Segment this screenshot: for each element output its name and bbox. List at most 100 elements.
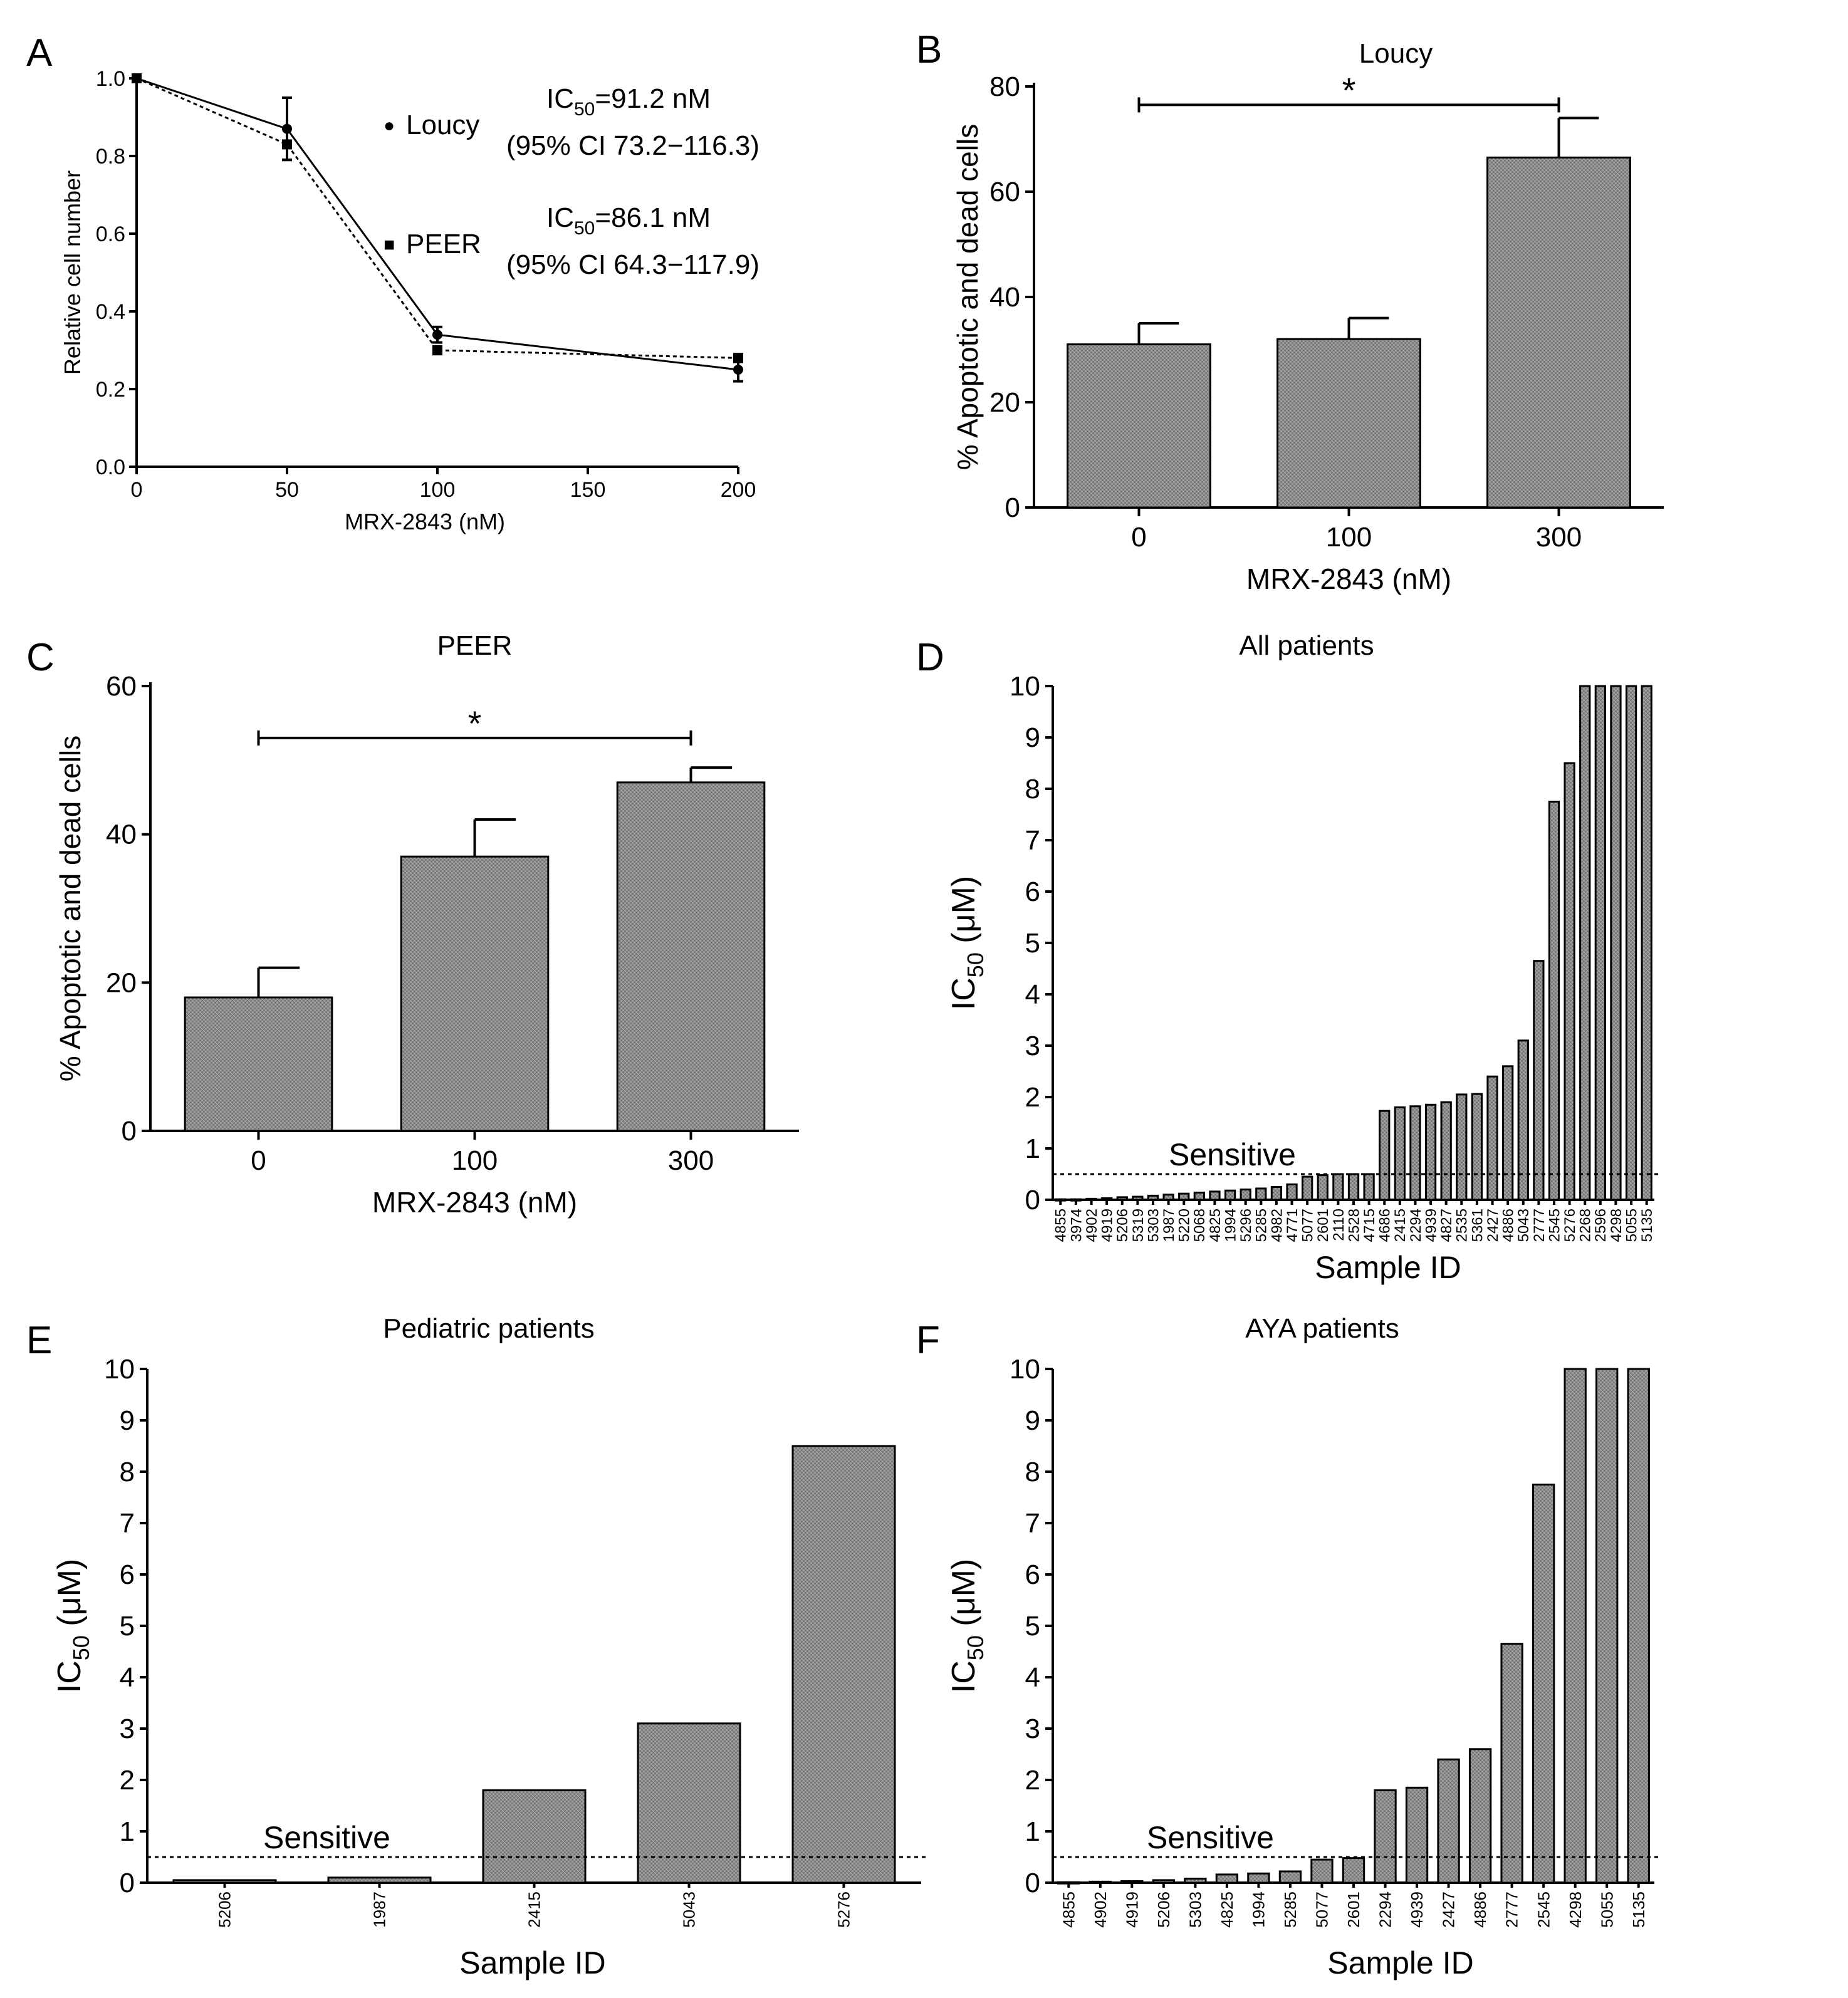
bar-5303 xyxy=(1147,1194,1159,1201)
y-tick-label: 20 xyxy=(106,967,137,998)
x-tick-label: 2427 xyxy=(1439,1891,1458,1928)
bar-2545 xyxy=(1548,801,1560,1201)
y-tick-label: 8 xyxy=(1025,1457,1040,1487)
y-axis-label: Relative cell number xyxy=(60,170,85,375)
bar-2415 xyxy=(1394,1106,1406,1201)
bar-4715 xyxy=(1363,1173,1375,1201)
x-tick-label: 2110 xyxy=(1330,1209,1347,1241)
bar-2415 xyxy=(482,1789,587,1884)
y-tick-label: 1.0 xyxy=(96,67,125,91)
x-tick-label: 5077 xyxy=(1300,1209,1317,1242)
bar-4939 xyxy=(1405,1786,1429,1884)
ic50-annotation: IC50=91.2 nM xyxy=(546,83,711,120)
panel-a-line-chart: A 0.0 0.2 0.4 0.6 0.8 1.0 0 50 100 150 200 MRX-2843 … xyxy=(26,31,760,534)
significance-star: * xyxy=(1342,70,1356,110)
bar-5055 xyxy=(1595,1368,1619,1884)
x-tick-label: 2415 xyxy=(525,1891,544,1928)
legend-marker: ● xyxy=(384,115,395,136)
bar-2427 xyxy=(1486,1075,1498,1201)
x-tick-label: 50 xyxy=(275,478,299,502)
ci-annotation: (95% CI 64.3−117.9) xyxy=(506,249,760,280)
y-tick-label: 0 xyxy=(120,1868,135,1898)
x-tick-label: 5206 xyxy=(1154,1891,1173,1928)
x-tick-label: 5220 xyxy=(1176,1209,1193,1242)
panel-b-bar-chart: B 0 20 40 60 80 0 100 300 *Loucy MRX-2843 (nM) % Ap… xyxy=(916,28,1664,595)
x-axis-label: Sample ID xyxy=(1315,1250,1461,1285)
y-tick-label: 3 xyxy=(120,1714,135,1744)
x-tick-label: 0 xyxy=(131,478,143,502)
y-tick-label: 20 xyxy=(989,387,1020,418)
x-tick-label: 5043 xyxy=(680,1891,699,1928)
bar-100 xyxy=(1276,338,1421,509)
bar-4982 xyxy=(1270,1186,1283,1201)
x-tick-label: 4686 xyxy=(1377,1209,1394,1242)
bar-4886 xyxy=(1502,1065,1514,1201)
ci-annotation: (95% CI 73.2−116.3) xyxy=(506,130,760,161)
bar-5319 xyxy=(1132,1195,1144,1201)
y-tick-label: 0 xyxy=(1025,1185,1040,1215)
panel-letter: C xyxy=(26,636,55,679)
x-tick-label: 0 xyxy=(1131,522,1146,553)
y-tick-label: 9 xyxy=(120,1405,135,1436)
x-tick-label: 5303 xyxy=(1186,1891,1204,1928)
legend-marker: ■ xyxy=(384,234,395,255)
x-tick-label: 2528 xyxy=(1345,1209,1362,1242)
bar-0 xyxy=(184,996,333,1132)
bar-5276 xyxy=(1563,762,1575,1201)
bar-4886 xyxy=(1468,1748,1492,1884)
y-axis-label: IC50 (μM) xyxy=(946,1559,988,1693)
data-point-peer xyxy=(282,139,292,150)
chart-title: AYA patients xyxy=(1245,1313,1399,1344)
x-tick-label: 5077 xyxy=(1313,1891,1332,1928)
x-tick-label: 4771 xyxy=(1284,1209,1301,1242)
x-tick-label: 5055 xyxy=(1597,1891,1616,1928)
x-tick-label: 5276 xyxy=(1562,1209,1579,1242)
x-tick-label: 4886 xyxy=(1471,1891,1490,1928)
chart-title: Pediatric patients xyxy=(383,1313,595,1344)
y-tick-label: 4 xyxy=(1025,979,1040,1010)
y-tick-label: 3 xyxy=(1025,1031,1040,1061)
bar-4298 xyxy=(1610,685,1622,1201)
x-tick-label: 5206 xyxy=(1114,1209,1131,1242)
legend-label: Loucy xyxy=(406,110,479,140)
panel-letter: F xyxy=(916,1319,940,1362)
y-tick-label: 10 xyxy=(1010,671,1040,702)
x-tick-label: 3974 xyxy=(1068,1209,1085,1242)
ic50-annotation: IC50=86.1 nM xyxy=(546,202,711,239)
y-tick-label: 0.2 xyxy=(96,378,125,402)
bar-1987 xyxy=(327,1876,432,1884)
x-axis-label: Sample ID xyxy=(1327,1945,1473,1980)
x-tick-label: 1994 xyxy=(1250,1891,1268,1928)
bar-4827 xyxy=(1440,1101,1452,1201)
y-tick-label: 1 xyxy=(1025,1816,1040,1847)
bar-5077 xyxy=(1302,1175,1313,1201)
bar-4919 xyxy=(1120,1880,1144,1884)
y-tick-label: 40 xyxy=(106,819,137,850)
x-tick-label: 5303 xyxy=(1145,1209,1162,1242)
bar-2601 xyxy=(1317,1174,1329,1201)
x-tick-label: 4939 xyxy=(1407,1891,1426,1928)
x-tick-label: 5206 xyxy=(216,1891,234,1928)
x-tick-label: 1994 xyxy=(1222,1209,1239,1242)
y-axis-label: % Apoptotic and dead cells xyxy=(54,736,86,1081)
data-point-loucy xyxy=(432,330,442,340)
chart-title: All patients xyxy=(1239,630,1374,661)
y-tick-label: 0.0 xyxy=(96,455,125,479)
bar-2110 xyxy=(1332,1173,1344,1201)
bar-4825 xyxy=(1209,1190,1221,1201)
bar-5303 xyxy=(1184,1877,1207,1884)
y-tick-label: 0.8 xyxy=(96,145,125,169)
bar-4298 xyxy=(1563,1368,1587,1884)
bar-5077 xyxy=(1310,1858,1334,1884)
x-axis-label: MRX-2843 (nM) xyxy=(1246,563,1451,595)
x-tick-label: 4982 xyxy=(1268,1209,1285,1242)
x-tick-label: 100 xyxy=(1326,522,1372,553)
bar-300 xyxy=(616,781,766,1132)
data-point-peer xyxy=(132,73,142,83)
bar-5285 xyxy=(1255,1187,1267,1201)
x-tick-label: 2545 xyxy=(1546,1209,1563,1242)
x-tick-label: 2596 xyxy=(1592,1209,1609,1242)
x-tick-label: 4902 xyxy=(1083,1209,1100,1242)
bar-4939 xyxy=(1424,1103,1437,1201)
sensitive-label: Sensitive xyxy=(263,1820,390,1855)
